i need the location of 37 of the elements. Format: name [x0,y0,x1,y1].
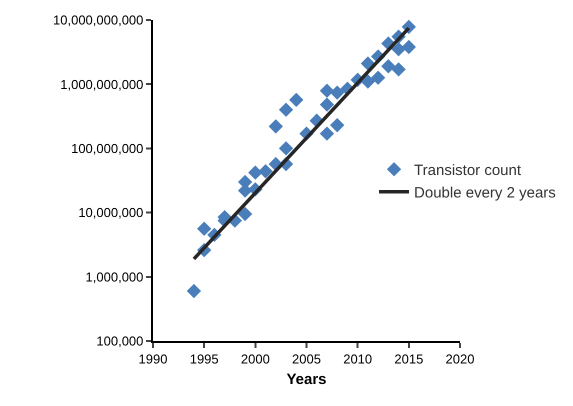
x-tick-label: 1995 [190,352,219,367]
point [402,40,416,54]
x-tick-label: 2005 [292,352,321,367]
point [197,222,212,236]
point [278,141,294,156]
point [330,85,344,100]
legend-label: Transistor count [414,162,522,180]
point [258,164,273,178]
legend-label: Double every 2 years [414,184,556,202]
point [370,70,386,85]
x-tick-label: 2020 [446,352,474,367]
point [391,42,406,56]
y-tick-label: 100,000 [96,334,144,349]
point [360,74,376,89]
point [320,126,334,141]
x-tick-label: 2015 [394,352,424,367]
point [278,102,294,117]
y-tick-label: 10,000,000 [78,205,144,220]
point [360,56,376,71]
point [268,119,283,134]
point [330,118,344,132]
point [320,98,334,112]
point [186,284,202,298]
point [381,59,396,74]
x-tick-label: 1990 [138,352,168,367]
point [248,165,262,180]
y-tick-label: 100,000,000 [71,140,144,156]
point [289,92,304,108]
x-tick-label: 2000 [240,352,270,367]
y-tick-label: 1,000,000 [86,269,144,284]
x-axis-title: Years [286,371,327,388]
point [391,62,406,77]
x-tick-label: 2010 [343,352,372,367]
point [320,84,334,98]
y-tick-label: 10,000,000,000 [53,12,144,28]
y-tick-label: 1,000,000,000 [60,76,144,92]
point [238,206,252,222]
